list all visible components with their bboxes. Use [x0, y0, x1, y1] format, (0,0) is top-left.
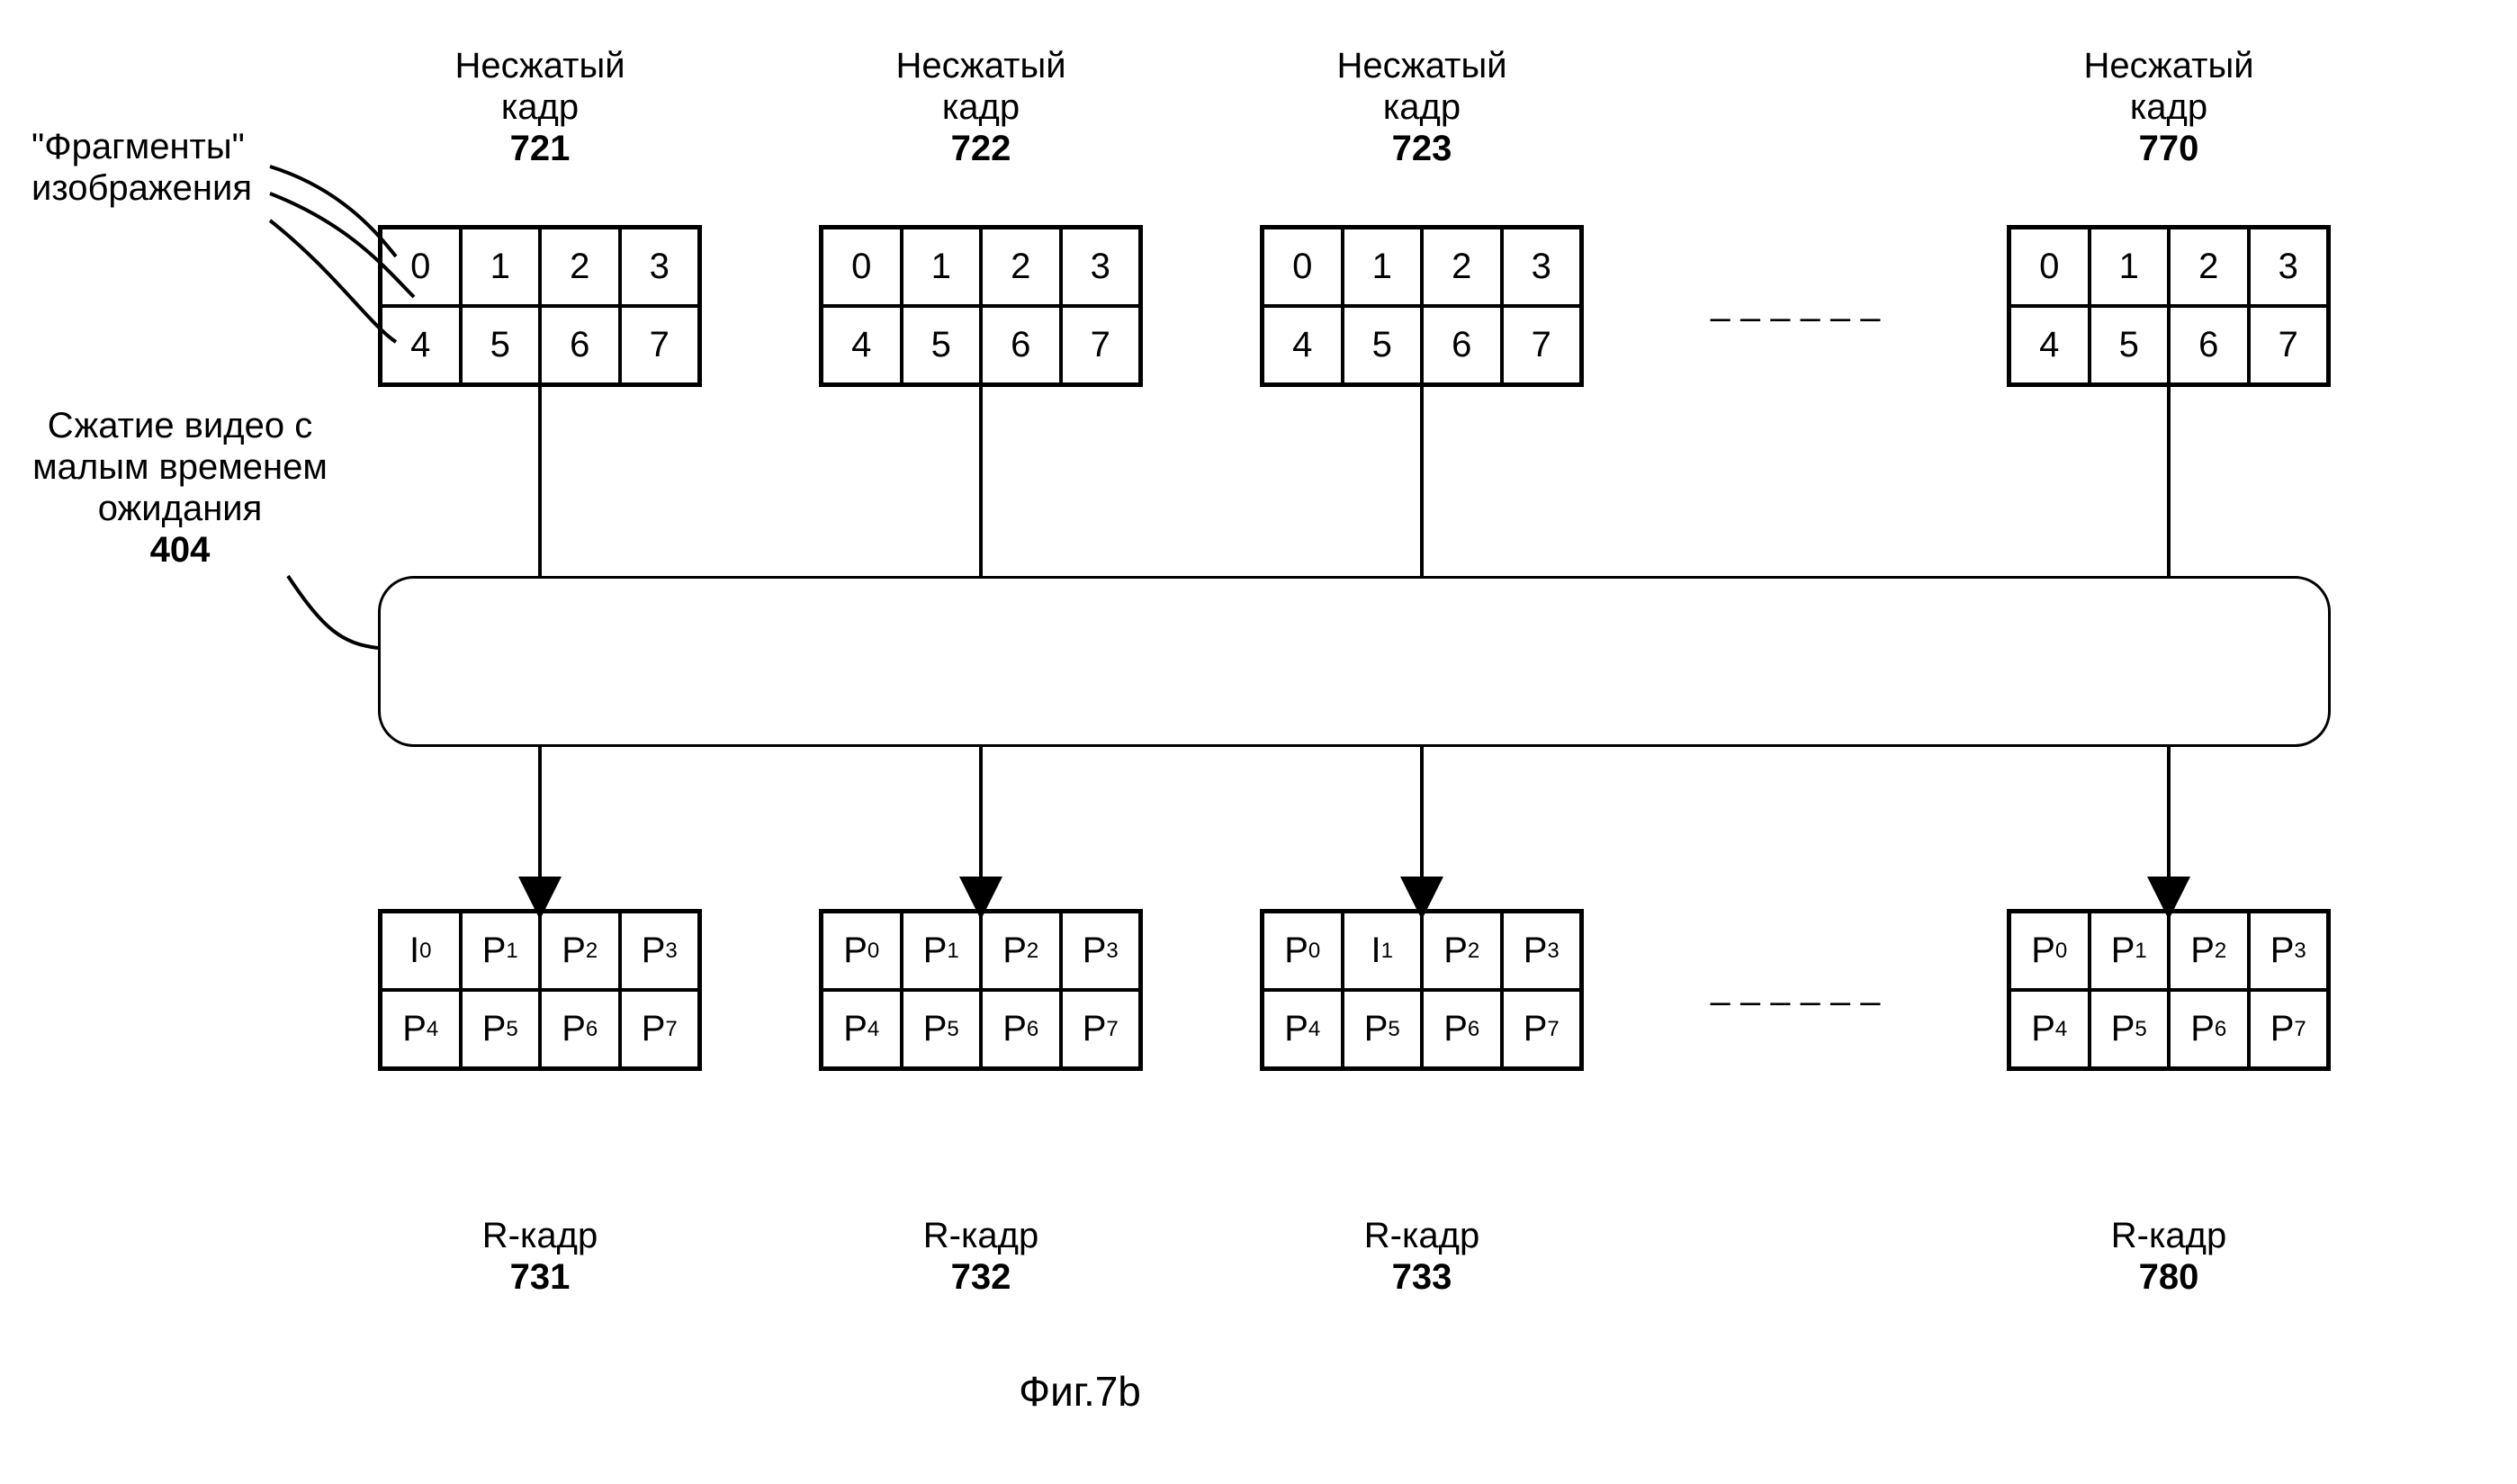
bottom-frame-1: P0P1P2P3 P4P5P6P7 — [819, 909, 1143, 1071]
tile-cell: P3 — [1061, 912, 1141, 990]
bottom-title-0: R-кадр731 — [378, 1215, 702, 1298]
tile-cell: 5 — [2090, 306, 2170, 384]
figure-caption: Фиг.7b — [963, 1368, 1197, 1416]
tile-cell: P7 — [2249, 990, 2329, 1068]
tile-cell: 6 — [540, 306, 620, 384]
tile-cell: 3 — [1061, 228, 1141, 306]
tile-cell: P5 — [1343, 990, 1423, 1068]
tile-cell: P1 — [902, 912, 982, 990]
tile-cell: 6 — [2169, 306, 2249, 384]
tile-cell: 0 — [1263, 228, 1343, 306]
tile-cell: 2 — [540, 228, 620, 306]
label-fragments: "Фрагменты" изображения — [31, 126, 337, 209]
compressor-box — [378, 576, 2331, 747]
tile-cell: 7 — [1502, 306, 1582, 384]
diagram-stage: "Фрагменты" изображения Сжатие видео сма… — [0, 0, 2517, 1484]
tile-cell: I1 — [1343, 912, 1423, 990]
bottom-title-2: R-кадр733 — [1260, 1215, 1584, 1298]
tile-cell: P2 — [1422, 912, 1502, 990]
tile-cell: 1 — [902, 228, 982, 306]
tile-cell: P2 — [981, 912, 1061, 990]
tile-cell: 0 — [381, 228, 461, 306]
tile-cell: 4 — [822, 306, 902, 384]
top-title-2: Несжатыйкадр723 — [1260, 45, 1584, 169]
tile-cell: 2 — [2169, 228, 2249, 306]
bottom-title-3: R-кадр780 — [2007, 1215, 2331, 1298]
tile-cell: 6 — [981, 306, 1061, 384]
tile-cell: 1 — [461, 228, 541, 306]
tile-cell: P6 — [981, 990, 1061, 1068]
tile-cell: 2 — [981, 228, 1061, 306]
tile-cell: 5 — [461, 306, 541, 384]
tile-cell: P4 — [1263, 990, 1343, 1068]
tile-cell: P6 — [540, 990, 620, 1068]
tile-cell: 7 — [2249, 306, 2329, 384]
top-frame-0: 0123 4567 — [378, 225, 702, 387]
tile-cell: P1 — [461, 912, 541, 990]
tile-cell: 0 — [822, 228, 902, 306]
top-frame-3: 0123 4567 — [2007, 225, 2331, 387]
bottom-frame-0: I0P1P2P3 P4P5P6P7 — [378, 909, 702, 1071]
tile-cell: 0 — [2009, 228, 2090, 306]
tile-cell: P4 — [381, 990, 461, 1068]
tile-cell: P5 — [902, 990, 982, 1068]
bottom-title-1: R-кадр732 — [819, 1215, 1143, 1298]
top-frame-2: 0123 4567 — [1260, 225, 1584, 387]
tile-cell: 7 — [620, 306, 700, 384]
tile-cell: 2 — [1422, 228, 1502, 306]
tile-cell: 6 — [1422, 306, 1502, 384]
tile-cell: 7 — [1061, 306, 1141, 384]
tile-cell: 3 — [620, 228, 700, 306]
tile-cell: P0 — [1263, 912, 1343, 990]
tile-cell: 1 — [2090, 228, 2170, 306]
tile-cell: P1 — [2090, 912, 2170, 990]
tile-cell: P4 — [2009, 990, 2090, 1068]
tile-cell: 1 — [1343, 228, 1423, 306]
tile-cell: P3 — [1502, 912, 1582, 990]
tile-cell: 4 — [381, 306, 461, 384]
ellipsis-top: – – – – – – — [1647, 297, 1944, 338]
tile-cell: P0 — [2009, 912, 2090, 990]
tile-cell: P3 — [620, 912, 700, 990]
tile-cell: 5 — [1343, 306, 1423, 384]
top-title-3: Несжатыйкадр770 — [2007, 45, 2331, 169]
bottom-frame-2: P0I1P2P3 P4P5P6P7 — [1260, 909, 1584, 1071]
tile-cell: 5 — [902, 306, 982, 384]
tile-cell: P2 — [2169, 912, 2249, 990]
tile-cell: P2 — [540, 912, 620, 990]
tile-cell: P7 — [1502, 990, 1582, 1068]
tile-cell: 3 — [2249, 228, 2329, 306]
tile-cell: P7 — [620, 990, 700, 1068]
tile-cell: I0 — [381, 912, 461, 990]
bottom-frame-3: P0P1P2P3 P4P5P6P7 — [2007, 909, 2331, 1071]
tile-cell: P5 — [461, 990, 541, 1068]
top-title-0: Несжатыйкадр721 — [378, 45, 702, 169]
tile-cell: 4 — [2009, 306, 2090, 384]
top-title-1: Несжатыйкадр722 — [819, 45, 1143, 169]
tile-cell: P0 — [822, 912, 902, 990]
tile-cell: P6 — [2169, 990, 2249, 1068]
tile-cell: P3 — [2249, 912, 2329, 990]
tile-cell: 4 — [1263, 306, 1343, 384]
ellipsis-bottom: – – – – – – — [1647, 981, 1944, 1022]
tile-cell: P7 — [1061, 990, 1141, 1068]
tile-cell: P5 — [2090, 990, 2170, 1068]
label-compressor: Сжатие видео смалым временеможидания404 — [18, 405, 342, 571]
tile-cell: P4 — [822, 990, 902, 1068]
tile-cell: P6 — [1422, 990, 1502, 1068]
tile-cell: 3 — [1502, 228, 1582, 306]
top-frame-1: 0123 4567 — [819, 225, 1143, 387]
